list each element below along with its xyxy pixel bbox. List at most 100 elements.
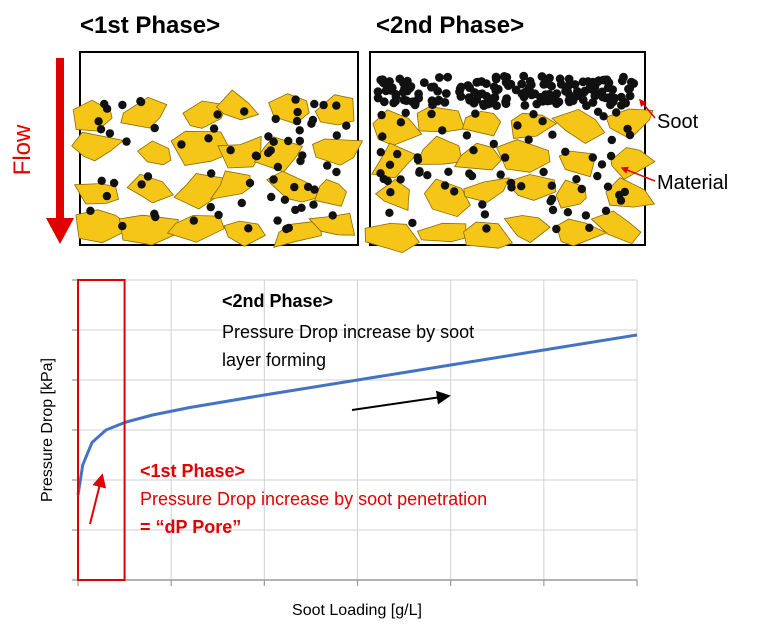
soot-particle <box>332 101 341 110</box>
soot-particle <box>376 148 385 157</box>
material-grain <box>312 138 364 166</box>
soot-particle <box>393 149 402 159</box>
soot-cake-particle <box>627 77 636 87</box>
soot-particle <box>546 197 555 206</box>
soot-particle <box>607 135 616 145</box>
material-grain <box>505 174 557 201</box>
soot-particle <box>251 151 261 160</box>
soot-particle <box>291 95 300 104</box>
soot-particle <box>524 135 533 144</box>
soot-cake-particle <box>564 74 574 84</box>
soot-cake-particle <box>521 87 530 97</box>
phase2-title: <2nd Phase> <box>376 12 524 39</box>
material-grain <box>590 210 642 245</box>
soot-particle <box>295 136 305 146</box>
material-grain <box>314 179 347 207</box>
soot-particle <box>552 224 561 234</box>
soot-particle <box>465 169 474 178</box>
phase2-material <box>364 106 656 254</box>
material-grain <box>496 139 551 173</box>
soot-particle <box>538 117 547 126</box>
soot-particle <box>423 171 432 180</box>
soot-pointer <box>639 98 656 119</box>
phase1-annotation-title: <1st Phase> <box>140 461 245 481</box>
soot-particle <box>118 100 127 110</box>
phase2-soot <box>376 107 635 234</box>
soot-particle <box>137 180 146 189</box>
soot-cake-particle <box>456 82 466 92</box>
soot-particle <box>280 195 290 204</box>
soot-cake-particle <box>465 83 474 92</box>
soot-cake-particle <box>624 84 633 94</box>
soot-cake-particle <box>433 86 443 96</box>
soot-cake-particle <box>583 77 593 86</box>
schematic: Flow <1st Phase> <2nd Phase> Soot Materi… <box>9 12 728 254</box>
soot-particle <box>376 169 385 178</box>
soot-particle <box>97 176 106 185</box>
material-grain <box>209 170 252 200</box>
soot-particle <box>122 137 131 146</box>
soot-cake-particle <box>556 79 566 89</box>
soot-particle <box>226 146 235 155</box>
soot-cake-particle <box>414 89 423 99</box>
soot-particle <box>385 208 394 217</box>
soot-cake-particle <box>568 96 578 105</box>
soot-cake-particle <box>606 100 615 110</box>
soot-particle <box>408 218 417 228</box>
soot-particle <box>293 107 302 117</box>
soot-particle <box>284 136 293 146</box>
soot-particle <box>273 162 283 172</box>
soot-particle <box>269 137 278 146</box>
flow-arrow <box>46 58 74 244</box>
soot-particle <box>109 178 119 188</box>
soot-particle <box>427 109 436 119</box>
soot-cake-particle <box>579 87 589 97</box>
material-grain <box>308 212 356 236</box>
material-pointer <box>620 166 656 182</box>
soot-cake-particle <box>410 100 420 110</box>
soot-cake-particle <box>376 75 386 85</box>
soot-particle <box>332 131 341 140</box>
material-label: Material <box>657 172 728 194</box>
material-grain <box>503 215 551 244</box>
soot-particle <box>303 182 313 192</box>
soot-particle <box>469 146 478 155</box>
soot-particle <box>396 118 406 127</box>
phase1-annotation-line2: = “dP Pore” <box>140 517 241 537</box>
soot-particle <box>309 200 318 209</box>
soot-particle <box>597 160 607 169</box>
phase2-annotation-line1: Pressure Drop increase by soot <box>222 322 474 342</box>
soot-cake-particle <box>399 95 409 105</box>
material-grain <box>75 209 134 244</box>
material-grain <box>463 221 514 249</box>
material-grain <box>170 130 233 166</box>
soot-particle <box>86 206 95 215</box>
soot-particle <box>189 216 198 225</box>
soot-particle <box>282 224 291 234</box>
soot-particle <box>625 130 635 140</box>
soot-cake-particle <box>481 79 491 88</box>
soot-particle <box>292 116 302 126</box>
phase2-annotation-line2: layer forming <box>222 350 326 370</box>
soot-cake-particle <box>519 71 529 81</box>
soot-cake-particle <box>501 73 511 83</box>
material-grain <box>223 220 266 247</box>
soot-label: Soot <box>657 111 699 133</box>
soot-particle <box>593 171 602 181</box>
soot-particle <box>214 210 223 220</box>
soot-particle <box>377 110 386 120</box>
soot-particle <box>209 124 219 133</box>
soot-particle <box>310 99 319 109</box>
soot-particle <box>599 112 608 121</box>
soot-cake-particle <box>617 76 627 86</box>
soot-particle <box>308 115 318 125</box>
material-grain <box>415 135 463 165</box>
soot-cake-particle <box>537 72 547 81</box>
material-grain <box>136 140 172 166</box>
soot-particle <box>266 146 275 155</box>
soot-cake-particle <box>541 90 550 100</box>
soot-particle <box>328 211 337 220</box>
soot-cake-particle <box>440 98 450 107</box>
soot-particle <box>577 184 586 194</box>
